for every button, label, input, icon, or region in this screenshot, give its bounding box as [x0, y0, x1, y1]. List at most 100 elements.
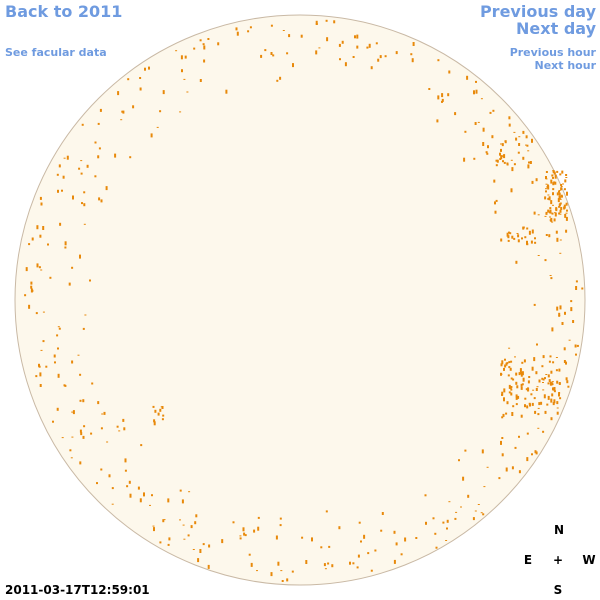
facula: [127, 78, 130, 81]
facula: [250, 562, 253, 567]
facula: [565, 216, 568, 221]
facula: [80, 172, 83, 175]
facula: [395, 51, 398, 55]
facula: [101, 413, 104, 415]
facula: [159, 541, 162, 544]
previous-hour-link[interactable]: Previous hour: [510, 46, 597, 59]
facula: [117, 91, 120, 96]
facula: [286, 578, 289, 582]
facula: [565, 377, 568, 381]
facula: [79, 399, 82, 402]
facula: [122, 110, 125, 114]
facula: [565, 202, 568, 206]
facula: [475, 80, 477, 83]
facula: [124, 469, 127, 472]
facula: [576, 344, 579, 347]
facula: [551, 174, 554, 177]
facula: [505, 412, 508, 415]
facula: [535, 451, 538, 455]
facula: [195, 514, 198, 518]
facular-link[interactable]: See facular data: [5, 46, 107, 59]
facula: [71, 360, 74, 364]
facula: [58, 164, 61, 168]
facula: [480, 98, 483, 100]
facula: [52, 420, 54, 423]
facula: [535, 371, 538, 375]
facula: [279, 524, 282, 527]
facula: [441, 100, 443, 103]
facula: [323, 563, 326, 567]
facula: [446, 519, 449, 523]
facula: [410, 53, 413, 56]
facula: [472, 517, 475, 521]
facula: [139, 498, 142, 503]
facula: [528, 161, 530, 164]
previous-day-link[interactable]: Previous day: [480, 2, 597, 21]
facula: [94, 141, 97, 144]
back-link[interactable]: Back to 2011: [5, 2, 122, 21]
facula: [558, 190, 560, 193]
facula: [380, 529, 383, 532]
facula: [59, 222, 62, 226]
next-hour-link[interactable]: Next hour: [535, 59, 597, 72]
facula: [248, 553, 251, 556]
facula: [83, 191, 86, 194]
facula: [515, 403, 518, 406]
facula: [38, 266, 41, 269]
next-day-link[interactable]: Next day: [516, 19, 597, 38]
facula: [506, 232, 509, 237]
facula: [188, 491, 191, 493]
facula: [64, 384, 67, 387]
facula: [515, 372, 518, 376]
facula: [581, 287, 584, 290]
facula: [64, 241, 67, 246]
facula: [526, 144, 529, 147]
facula: [179, 489, 182, 492]
facula: [368, 43, 371, 48]
facula: [462, 476, 465, 481]
facula: [82, 435, 85, 439]
facula: [445, 540, 448, 541]
facula: [544, 377, 546, 380]
facula: [441, 98, 444, 102]
facula: [547, 395, 550, 400]
facula: [559, 397, 562, 400]
facula: [179, 111, 182, 113]
facula: [535, 388, 538, 391]
facula: [331, 564, 334, 568]
facula: [561, 170, 564, 174]
facula: [47, 243, 49, 246]
facula: [556, 192, 559, 196]
facula: [57, 347, 59, 350]
facula: [516, 385, 519, 389]
facula: [503, 154, 506, 159]
facula: [275, 535, 278, 540]
facula: [99, 108, 102, 112]
facula: [531, 366, 534, 371]
facula: [568, 339, 571, 341]
facula: [542, 355, 545, 359]
facula: [168, 537, 171, 541]
facula: [560, 207, 563, 210]
facula: [517, 151, 520, 154]
facula: [150, 133, 153, 138]
facula: [521, 237, 523, 240]
facula: [550, 370, 553, 374]
facula: [508, 366, 511, 369]
facula: [424, 494, 427, 497]
facula: [80, 160, 83, 162]
facula: [466, 75, 469, 80]
facula: [194, 521, 197, 525]
facula: [221, 539, 224, 544]
facula: [553, 387, 556, 391]
facula: [89, 279, 91, 282]
facula: [567, 385, 570, 388]
facula: [549, 381, 552, 386]
facula: [533, 357, 536, 362]
facula: [100, 427, 103, 430]
facula: [548, 234, 551, 238]
facula: [325, 510, 328, 513]
facula: [531, 180, 534, 184]
facula: [551, 381, 554, 383]
facula: [500, 373, 503, 375]
